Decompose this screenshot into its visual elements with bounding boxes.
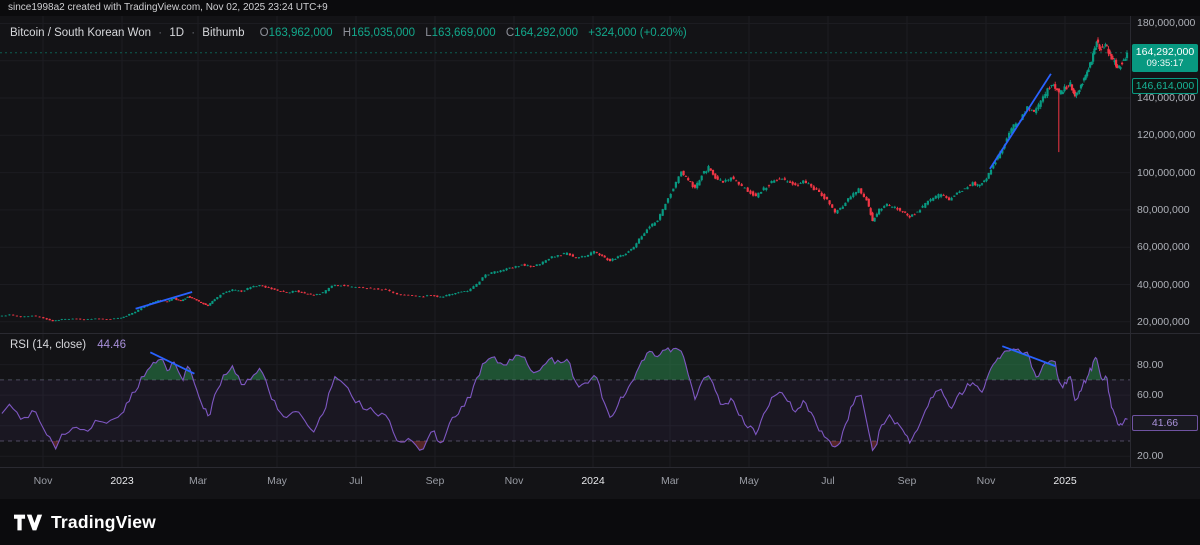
price-trendline[interactable]	[989, 73, 1052, 170]
interval-label[interactable]: 1D	[169, 27, 185, 39]
symbol-legend: Bitcoin / South Korean Won · 1D · Bithum…	[10, 27, 687, 39]
open-label: O	[259, 27, 269, 39]
rsi-trendline[interactable]	[149, 351, 195, 375]
tradingview-logo-icon[interactable]	[14, 514, 43, 531]
candlestick-series	[0, 37, 1129, 322]
legend-separator: ·	[191, 27, 196, 39]
price-trendline[interactable]	[135, 291, 193, 310]
symbol-title[interactable]: Bitcoin / South Korean Won	[10, 27, 152, 39]
low-label: L	[425, 27, 432, 39]
rsi-trendline[interactable]	[1001, 345, 1056, 367]
rsi-legend: RSI (14, close) 44.46	[10, 339, 126, 351]
export-banner-text: since1998a2 created with TradingView.com…	[8, 2, 328, 13]
tradingview-brand[interactable]: TradingView	[51, 511, 156, 532]
low-value: 163,669,000	[431, 27, 496, 39]
open-value: 163,962,000	[268, 27, 333, 39]
chart-canvas[interactable]	[0, 16, 1200, 499]
export-banner: since1998a2 created with TradingView.com…	[0, 0, 1200, 16]
chart-area: Bitcoin / South Korean Won · 1D · Bithum…	[0, 16, 1200, 499]
high-value: 165,035,000	[351, 27, 416, 39]
exchange-label[interactable]: Bithumb	[202, 27, 245, 39]
close-value: 164,292,000	[514, 27, 579, 39]
rsi-title[interactable]: RSI (14, close)	[10, 339, 87, 351]
rsi-legend-value: 44.46	[97, 339, 127, 351]
legend-separator: ·	[158, 27, 163, 39]
high-label: H	[342, 27, 352, 39]
close-label: C	[505, 27, 515, 39]
footer-bar: TradingView	[0, 499, 1200, 545]
change-value: +324,000 (+0.20%)	[588, 27, 687, 39]
rsi-line	[1, 347, 1128, 452]
